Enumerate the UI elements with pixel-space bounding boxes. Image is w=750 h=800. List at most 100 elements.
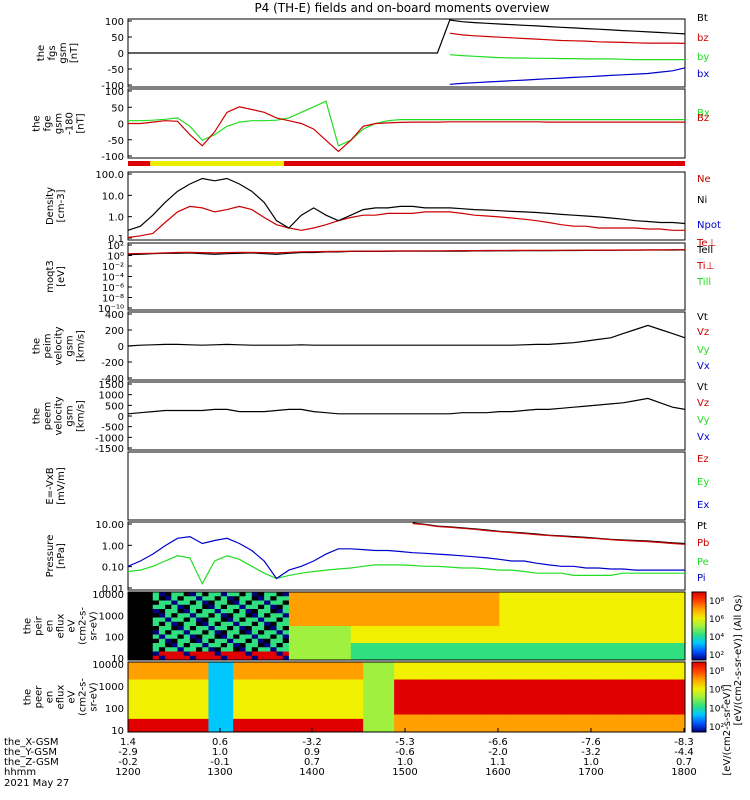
heatmap-cell — [493, 705, 500, 711]
heatmap-cell — [493, 692, 500, 698]
heatmap-cell — [128, 596, 135, 601]
heatmap-cell — [369, 697, 377, 702]
heatmap-cell — [536, 679, 544, 685]
heatmap-cell — [350, 688, 358, 694]
heatmap-cell — [654, 697, 661, 702]
legend-label: Npot — [697, 220, 721, 231]
heatmap-cell — [128, 626, 135, 631]
heatmap-cell — [171, 710, 179, 715]
panel-frame — [127, 381, 686, 451]
heatmap-cell — [598, 604, 606, 610]
heatmap-cell — [499, 675, 507, 680]
heatmap-cell — [165, 692, 172, 698]
heatmap-cell — [449, 697, 457, 702]
heatmap-cell — [561, 592, 568, 597]
heatmap-cell — [456, 727, 463, 733]
heatmap-cell — [288, 723, 296, 729]
heatmap-cell — [208, 710, 216, 715]
heatmap-cell — [431, 727, 438, 733]
heatmap-cell — [462, 670, 469, 676]
heatmap-cell — [257, 723, 265, 729]
heatmap-cell — [585, 670, 593, 676]
heatmap-cell — [493, 697, 500, 702]
heatmap-cell — [530, 613, 537, 618]
heatmap-cell — [196, 651, 203, 657]
heatmap-cell — [158, 697, 166, 702]
heatmap-cell — [177, 675, 185, 680]
heatmap-cell — [264, 604, 271, 610]
heatmap-cell — [486, 604, 494, 610]
heatmap-cell — [598, 675, 606, 680]
y-axis-label: peem — [43, 402, 54, 430]
series-group — [127, 397, 686, 415]
heatmap-cell — [183, 675, 191, 680]
heatmap-cell — [585, 662, 593, 667]
heatmap-cell — [542, 643, 550, 648]
heatmap-cell — [233, 613, 240, 618]
heatmap-cell — [220, 675, 228, 680]
heatmap-cell — [555, 662, 562, 667]
heatmap-cell — [350, 651, 358, 657]
heatmap-cell — [610, 651, 618, 657]
heatmap-cell — [647, 697, 655, 702]
heatmap-cell — [592, 662, 599, 667]
heatmap-cell — [307, 647, 315, 652]
heatmap-cell — [146, 655, 154, 661]
heatmap-cell — [257, 714, 265, 720]
heatmap-cell — [493, 666, 500, 672]
heatmap-cell — [530, 670, 537, 676]
y-tick-label: -50 — [108, 65, 124, 76]
y-axis-label: eV — [67, 690, 78, 703]
heatmap-cell — [264, 666, 271, 672]
heatmap-cell — [412, 692, 420, 698]
heatmap-cell — [647, 604, 655, 610]
heatmap-cell — [536, 727, 544, 733]
heatmap-cell — [375, 634, 383, 640]
x-row-label: the_X-GSM — [4, 737, 58, 748]
heatmap-cell — [555, 692, 562, 698]
heatmap-cell — [326, 697, 333, 702]
heatmap-cell — [183, 662, 191, 667]
heatmap-cell — [443, 621, 451, 627]
heatmap-cell — [486, 655, 494, 661]
heatmap-cell — [239, 710, 247, 715]
heatmap-cell — [158, 638, 166, 644]
heatmap-cell — [381, 592, 389, 597]
heatmap-cell — [202, 592, 209, 597]
heatmap-cell — [202, 647, 209, 652]
x-tick-label: 1.4 — [120, 737, 136, 748]
heatmap-cell — [647, 666, 655, 672]
heatmap-cell — [251, 675, 259, 680]
y-axis-label: the — [23, 689, 34, 705]
heatmap-cell — [555, 600, 562, 606]
heatmap-cell — [146, 626, 154, 631]
heatmap-cell — [517, 604, 525, 610]
heatmap-cell — [579, 596, 587, 601]
heatmap-cell — [128, 666, 135, 672]
heatmap-cell — [548, 679, 556, 685]
heatmap-cell — [623, 596, 630, 601]
heatmap-cell — [598, 688, 606, 694]
heatmap-cell — [511, 626, 519, 631]
heatmap-cell — [573, 651, 581, 657]
heatmap-cell — [319, 723, 327, 729]
heatmap-cell — [319, 651, 327, 657]
legend-label: bz — [697, 33, 709, 44]
heatmap-cell — [307, 630, 315, 635]
heatmap-cell — [474, 655, 482, 661]
heatmap-cell — [629, 600, 636, 606]
heatmap-cell — [350, 705, 358, 711]
heatmap-cell — [542, 604, 550, 610]
heatmap-cell — [493, 670, 500, 676]
heatmap-cell — [604, 592, 612, 597]
heatmap-cell — [270, 621, 278, 627]
heatmap-cell — [598, 638, 606, 644]
heatmap-cell — [660, 710, 667, 715]
heatmap-cell — [202, 670, 209, 676]
heatmap-cell — [641, 638, 649, 644]
heatmap-cell — [276, 613, 284, 618]
heatmap-cell — [548, 604, 556, 610]
heatmap-cell — [177, 638, 185, 644]
heatmap-cell — [233, 683, 240, 689]
heatmap-cell — [208, 670, 216, 676]
